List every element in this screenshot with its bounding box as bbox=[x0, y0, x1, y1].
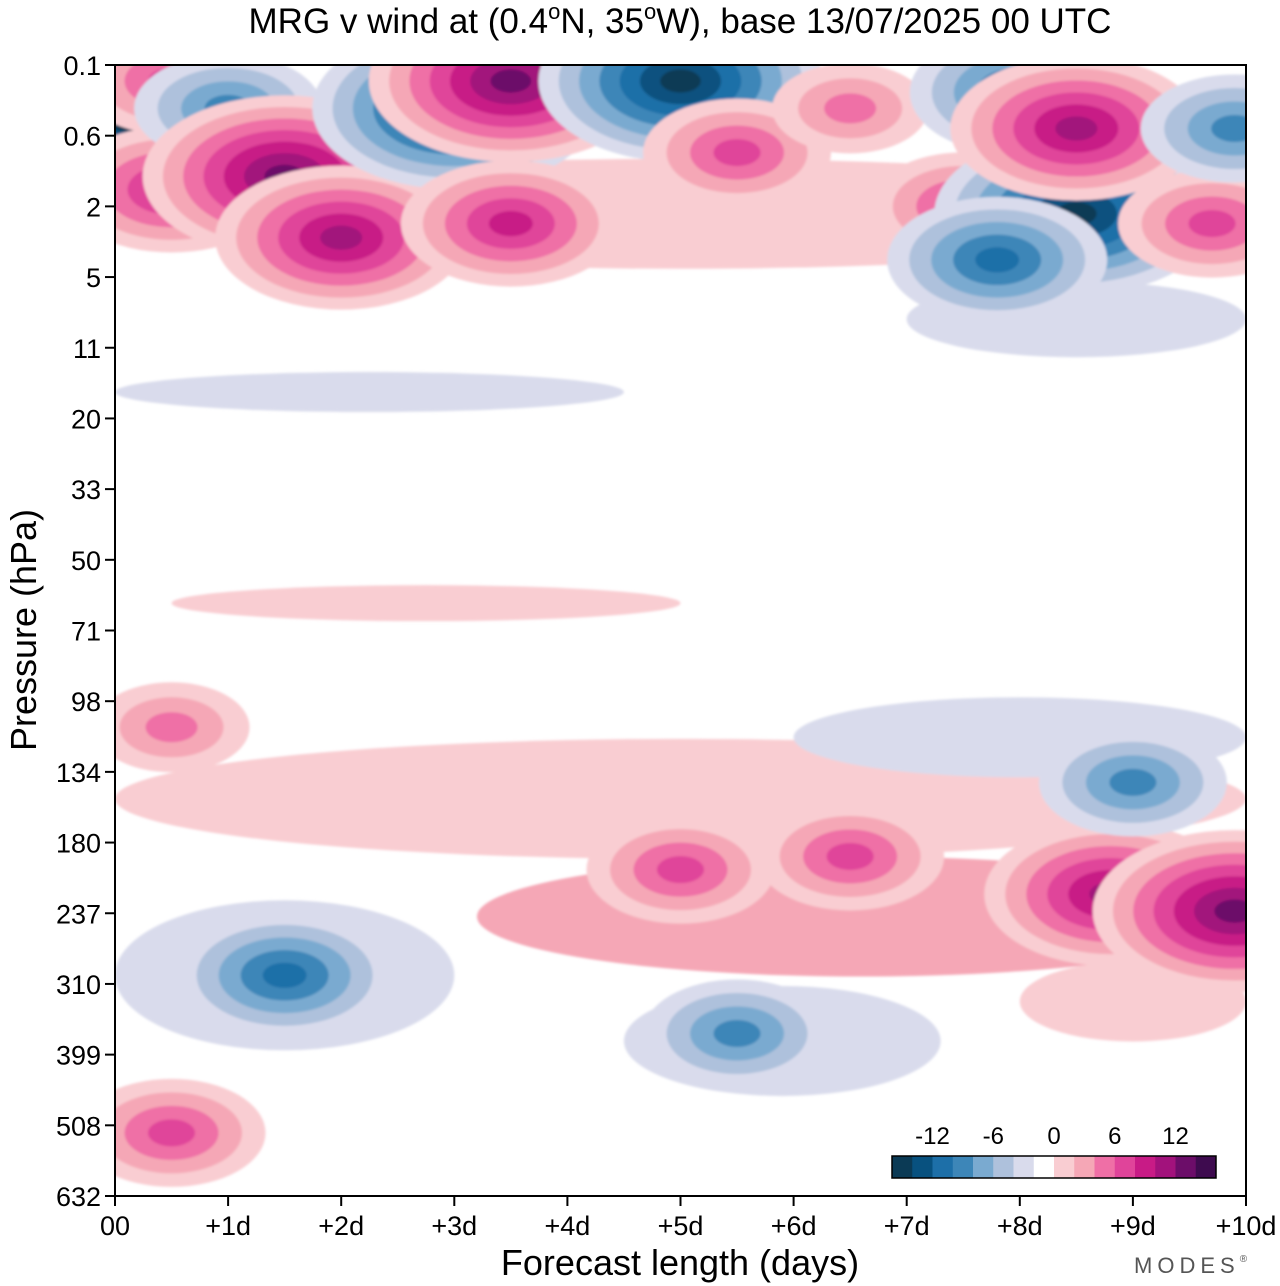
colorbar: -12 -6 0 6 12 bbox=[891, 1123, 1217, 1179]
x-tick-label: 00 bbox=[100, 1211, 130, 1241]
colorbar-swatch bbox=[1074, 1156, 1095, 1178]
y-tick-label: 5 bbox=[86, 263, 101, 293]
x-tick-label: +2d bbox=[318, 1211, 364, 1241]
colorbar-tick-label: 6 bbox=[1108, 1123, 1121, 1150]
colorbar-swatch bbox=[892, 1156, 913, 1178]
colorbar-swatch bbox=[1033, 1156, 1055, 1178]
wind-feature bbox=[1118, 169, 1246, 278]
colorbar-tick-label: 0 bbox=[1047, 1123, 1060, 1150]
wind-feature bbox=[643, 979, 832, 1088]
wind-feature bbox=[115, 682, 250, 773]
colorbar-swatch bbox=[1054, 1156, 1075, 1178]
colorbar-swatch bbox=[1114, 1156, 1136, 1178]
x-tick-label: +8d bbox=[997, 1211, 1043, 1241]
colorbar-frame bbox=[891, 1155, 1217, 1179]
plot-area bbox=[114, 64, 1247, 1197]
wind-feature bbox=[756, 802, 945, 911]
y-axis: 0.1 0.6 2 5 11 20 33 50 71 98 134 180 237 310 399 508 63… bbox=[56, 51, 115, 1212]
x-axis-label: Forecast length (days) bbox=[501, 1242, 859, 1283]
colorbar-swatch bbox=[1155, 1156, 1176, 1178]
colorbar-swatch bbox=[1094, 1156, 1116, 1178]
y-axis-label: Pressure (hPa) bbox=[3, 509, 44, 751]
wind-feature bbox=[772, 65, 929, 154]
y-tick-label: 0.1 bbox=[63, 51, 101, 81]
colorbar-swatch bbox=[1175, 1156, 1197, 1178]
x-tick-label: +7d bbox=[884, 1211, 930, 1241]
wind-feature bbox=[1140, 74, 1246, 183]
x-axis: 00 +1d +2d +3d +4d +5d +6d +7d +8d +9d +10d bbox=[100, 1196, 1276, 1241]
y-tick-label: 98 bbox=[71, 687, 101, 717]
colorbar-tick-label: -6 bbox=[983, 1123, 1004, 1150]
x-tick-label: +4d bbox=[544, 1211, 590, 1241]
colorbar-swatch bbox=[1013, 1156, 1035, 1178]
x-tick-label: +6d bbox=[771, 1211, 817, 1241]
y-tick-label: 33 bbox=[71, 475, 101, 505]
y-tick-label: 20 bbox=[71, 404, 101, 434]
colorbar-swatch bbox=[973, 1156, 994, 1178]
colorbar-swatch bbox=[993, 1156, 1014, 1178]
x-tick-label: +5d bbox=[658, 1211, 704, 1241]
x-tick-label: +3d bbox=[431, 1211, 477, 1241]
y-tick-label: 11 bbox=[73, 334, 101, 364]
modes-watermark: MODES® bbox=[1134, 1253, 1252, 1278]
wind-feature bbox=[1092, 830, 1246, 993]
colorbar-tick-label: -12 bbox=[915, 1123, 950, 1150]
y-tick-label: 180 bbox=[56, 829, 101, 859]
x-tick-label: +9d bbox=[1110, 1211, 1156, 1241]
colorbar-swatch bbox=[1135, 1156, 1156, 1178]
y-tick-label: 237 bbox=[56, 899, 101, 929]
y-tick-label: 632 bbox=[56, 1182, 101, 1212]
wind-feature bbox=[400, 160, 621, 287]
wind-feature bbox=[1038, 728, 1227, 837]
chart-title: MRG v wind at (0.4oN, 35oW), base 13/07/… bbox=[249, 0, 1112, 41]
wind-feature bbox=[115, 1078, 266, 1187]
y-tick-label: 2 bbox=[86, 192, 101, 222]
colorbar-swatch bbox=[912, 1156, 933, 1178]
y-tick-label: 134 bbox=[56, 758, 101, 788]
colorbar-swatch bbox=[932, 1156, 954, 1178]
wind-feature bbox=[586, 815, 775, 924]
y-tick-label: 399 bbox=[56, 1041, 101, 1071]
wind-contours bbox=[115, 65, 1246, 1187]
y-tick-label: 508 bbox=[56, 1111, 101, 1141]
colorbar-tick-label: 12 bbox=[1162, 1123, 1189, 1150]
wind-feature bbox=[174, 912, 395, 1039]
wind-feature bbox=[950, 65, 1203, 201]
wind-feature bbox=[887, 196, 1108, 323]
x-tick-label: +10d bbox=[1216, 1211, 1277, 1241]
colorbar-swatch bbox=[952, 1156, 974, 1178]
colorbar-swatch bbox=[1195, 1156, 1217, 1178]
y-tick-label: 50 bbox=[71, 546, 101, 576]
wind-feature bbox=[215, 165, 468, 310]
y-tick-label: 71 bbox=[71, 617, 101, 647]
x-tick-label: +1d bbox=[205, 1211, 251, 1241]
y-tick-label: 0.6 bbox=[63, 122, 101, 152]
contour-band bbox=[171, 585, 681, 622]
contour-band bbox=[115, 372, 624, 413]
y-tick-label: 310 bbox=[56, 970, 101, 1000]
